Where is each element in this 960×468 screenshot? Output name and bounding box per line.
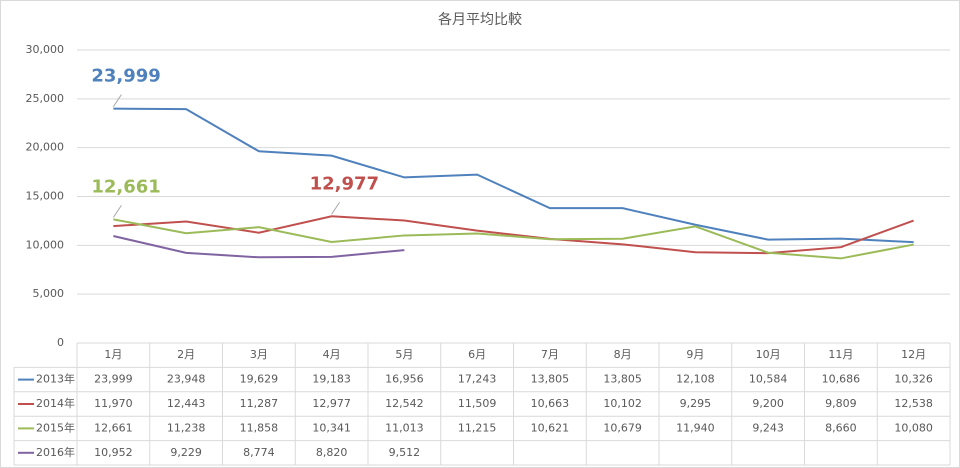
- annotation: 23,999: [91, 66, 160, 87]
- annotation: 12,977: [310, 173, 379, 194]
- chart-title: 各月平均比較: [438, 12, 522, 28]
- table-value: 11,858: [240, 421, 279, 434]
- table-value: 16,956: [385, 373, 424, 386]
- table-value: 10,663: [531, 397, 570, 410]
- table-value: 9,512: [389, 446, 421, 459]
- table-value: 11,215: [458, 421, 497, 434]
- y-tick-label: 25,000: [26, 92, 65, 105]
- annotation-leader: [112, 205, 122, 218]
- y-tick-label: 0: [57, 336, 64, 349]
- x-tick-label: 5月: [395, 348, 413, 361]
- annotation: 12,661: [91, 176, 160, 197]
- table-value: 8,820: [316, 446, 348, 459]
- table-value: 12,661: [94, 421, 133, 434]
- table-value: 10,679: [603, 421, 642, 434]
- y-tick-label: 15,000: [26, 190, 65, 203]
- table-value: 17,243: [458, 373, 497, 386]
- table-value: 19,629: [240, 373, 279, 386]
- table-value: 10,326: [894, 373, 933, 386]
- table-value: 11,013: [385, 421, 424, 434]
- table-value: 9,229: [170, 446, 202, 459]
- table-value: 9,295: [680, 397, 712, 410]
- legend-label: 2016年: [36, 445, 75, 459]
- x-tick-label: 9月: [686, 348, 704, 361]
- table-value: 8,660: [825, 421, 857, 434]
- table-value: 19,183: [312, 373, 351, 386]
- series-line: [113, 235, 405, 259]
- table-value: 10,621: [531, 421, 570, 434]
- table-value: 10,952: [94, 446, 133, 459]
- table-value: 11,238: [167, 421, 206, 434]
- table-value: 12,542: [385, 397, 424, 410]
- x-tick-label: 8月: [614, 348, 632, 361]
- legend-label: 2013年: [36, 372, 75, 386]
- x-tick-label: 12月: [901, 348, 926, 361]
- table-value: 12,538: [894, 397, 933, 410]
- table-value: 9,243: [752, 421, 784, 434]
- table-value: 9,200: [752, 397, 784, 410]
- x-tick-label: 10月: [756, 348, 781, 361]
- table-value: 11,970: [94, 397, 133, 410]
- table-value: 10,341: [312, 421, 351, 434]
- x-tick-label: 11月: [828, 348, 853, 361]
- table-value: 23,948: [167, 373, 206, 386]
- legend-label: 2015年: [36, 420, 75, 434]
- table-value: 13,805: [603, 373, 642, 386]
- table-value: 12,443: [167, 397, 206, 410]
- y-tick-label: 30,000: [26, 43, 65, 56]
- table-value: 10,686: [822, 373, 861, 386]
- table-value: 8,774: [243, 446, 275, 459]
- annotation-leader: [112, 94, 122, 107]
- table-value: 11,509: [458, 397, 497, 410]
- table-value: 23,999: [94, 373, 133, 386]
- table-value: 11,940: [676, 421, 715, 434]
- table-value: 13,805: [531, 373, 570, 386]
- y-tick-label: 10,000: [26, 238, 65, 251]
- legend-label: 2014年: [36, 396, 75, 410]
- x-tick-label: 3月: [250, 348, 268, 361]
- table-value: 10,102: [603, 397, 642, 410]
- table-value: 12,108: [676, 373, 715, 386]
- series-line: [113, 215, 914, 255]
- table-value: 11,287: [240, 397, 279, 410]
- y-tick-label: 5,000: [33, 287, 65, 300]
- series-line: [113, 218, 914, 260]
- table-value: 10,584: [749, 373, 788, 386]
- table-value: 12,977: [312, 397, 351, 410]
- x-tick-label: 2月: [177, 348, 195, 361]
- x-tick-label: 7月: [541, 348, 559, 361]
- table-value: 10,080: [894, 421, 933, 434]
- x-tick-label: 4月: [323, 348, 341, 361]
- x-tick-label: 1月: [104, 348, 122, 361]
- annotation-leader: [331, 201, 341, 215]
- x-tick-label: 6月: [468, 348, 486, 361]
- table-value: 9,809: [825, 397, 857, 410]
- series-line: [113, 107, 914, 244]
- y-tick-label: 20,000: [26, 141, 65, 154]
